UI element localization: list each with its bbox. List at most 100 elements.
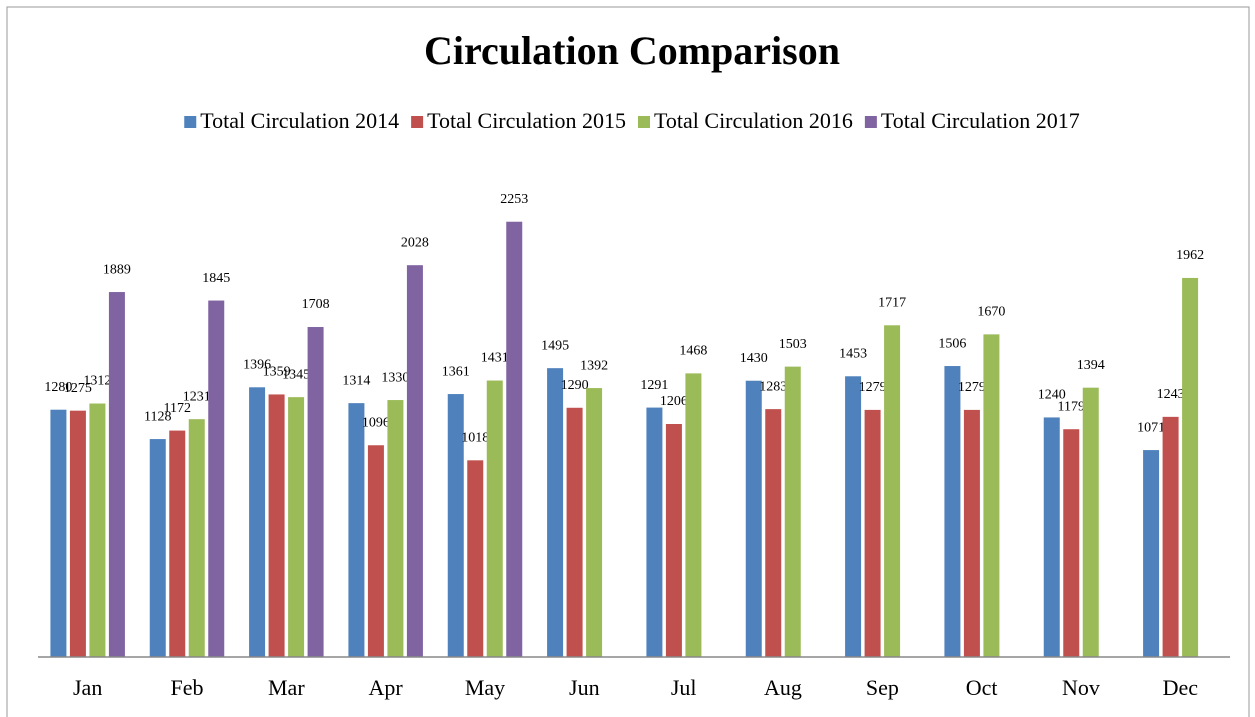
bar — [288, 397, 305, 657]
data-label: 1128 — [144, 409, 171, 424]
x-tick-label: Aug — [764, 675, 802, 700]
bar — [745, 380, 762, 657]
bar — [1162, 416, 1179, 657]
data-label: 1359 — [263, 365, 291, 380]
data-label: 1291 — [640, 378, 668, 393]
bar — [944, 366, 961, 657]
data-label: 1495 — [541, 338, 569, 353]
data-label: 1468 — [679, 344, 707, 359]
data-label: 1503 — [779, 337, 807, 352]
x-tick-label: Jun — [569, 675, 600, 700]
x-tick-label: Apr — [369, 675, 404, 700]
legend-label: Total Circulation 2017 — [881, 108, 1080, 133]
bar — [208, 300, 225, 657]
data-label: 1394 — [1077, 358, 1105, 373]
data-label: 1206 — [660, 394, 688, 409]
bar — [884, 325, 901, 657]
data-label: 1430 — [740, 351, 768, 366]
legend-swatch — [184, 116, 197, 128]
data-label: 1392 — [580, 358, 608, 373]
data-label: 1290 — [561, 378, 589, 393]
data-label: 1962 — [1176, 248, 1204, 263]
bar — [89, 403, 106, 657]
bar — [486, 380, 503, 657]
bar — [1043, 417, 1060, 657]
data-label: 1280 — [44, 380, 72, 395]
bar — [249, 387, 266, 657]
x-tick-label: Nov — [1062, 675, 1100, 700]
bar — [983, 334, 1000, 657]
x-tick-label: May — [465, 675, 505, 700]
legend-swatch — [638, 116, 650, 128]
x-tick-label: Jul — [671, 675, 697, 700]
data-label: 1314 — [342, 373, 370, 388]
bar — [1063, 429, 1080, 657]
bar — [784, 366, 801, 657]
bar — [406, 265, 423, 657]
x-tick-label: Sep — [866, 675, 899, 700]
bar — [108, 292, 125, 657]
data-label: 1312 — [83, 374, 111, 389]
x-tick-label: Jan — [73, 675, 102, 700]
x-tick-label: Mar — [268, 675, 305, 700]
bar — [149, 439, 166, 657]
data-label: 1071 — [1137, 420, 1165, 435]
data-label: 2253 — [500, 192, 528, 207]
bar — [665, 424, 682, 657]
bar — [1082, 387, 1099, 657]
legend-swatch — [411, 116, 424, 128]
data-label: 1172 — [164, 401, 191, 416]
data-label: 1096 — [362, 415, 390, 430]
bar — [467, 460, 484, 657]
data-label: 1243 — [1157, 387, 1185, 402]
bar — [547, 368, 564, 657]
chart-frame — [6, 6, 1250, 717]
bar — [1182, 277, 1199, 657]
bar — [765, 409, 782, 657]
data-label: 1396 — [243, 358, 271, 373]
bar — [864, 409, 881, 657]
data-label: 1179 — [1058, 399, 1085, 414]
data-label: 1670 — [977, 305, 1005, 320]
data-label: 1279 — [859, 380, 887, 395]
chart-title: Circulation Comparison — [424, 28, 840, 73]
bar — [69, 410, 86, 657]
legend-label: Total Circulation 2016 — [654, 108, 853, 133]
bar — [1143, 450, 1160, 657]
bar — [685, 373, 702, 657]
data-label: 1845 — [202, 271, 230, 286]
legend-label: Total Circulation 2015 — [427, 108, 626, 133]
data-label: 1361 — [442, 364, 470, 379]
bar — [845, 376, 862, 657]
bar — [447, 394, 464, 657]
data-label: 1275 — [64, 381, 92, 396]
bar — [348, 403, 365, 657]
bar — [963, 409, 980, 657]
bar — [586, 388, 603, 657]
bar — [506, 221, 523, 657]
x-tick-label: Dec — [1163, 675, 1199, 700]
bar — [188, 419, 205, 657]
bar — [367, 445, 384, 657]
data-label: 1506 — [938, 336, 966, 351]
legend-label: Total Circulation 2014 — [200, 108, 399, 133]
data-label: 1330 — [381, 370, 409, 385]
x-tick-label: Oct — [966, 675, 998, 700]
data-label: 1231 — [183, 389, 211, 404]
legend-swatch — [864, 116, 877, 128]
data-label: 1345 — [282, 367, 310, 382]
data-label: 1453 — [839, 346, 867, 361]
data-label: 1717 — [878, 295, 906, 310]
data-label: 1431 — [481, 351, 509, 366]
bar — [646, 407, 663, 657]
bar — [307, 327, 324, 657]
data-label: 1283 — [759, 379, 787, 394]
bar — [50, 409, 67, 657]
data-label: 1889 — [103, 262, 131, 277]
x-tick-label: Feb — [171, 675, 204, 700]
data-label: 1240 — [1038, 388, 1066, 403]
data-label: 1279 — [958, 380, 986, 395]
data-label: 1018 — [461, 431, 489, 446]
data-label: 1708 — [302, 297, 330, 312]
